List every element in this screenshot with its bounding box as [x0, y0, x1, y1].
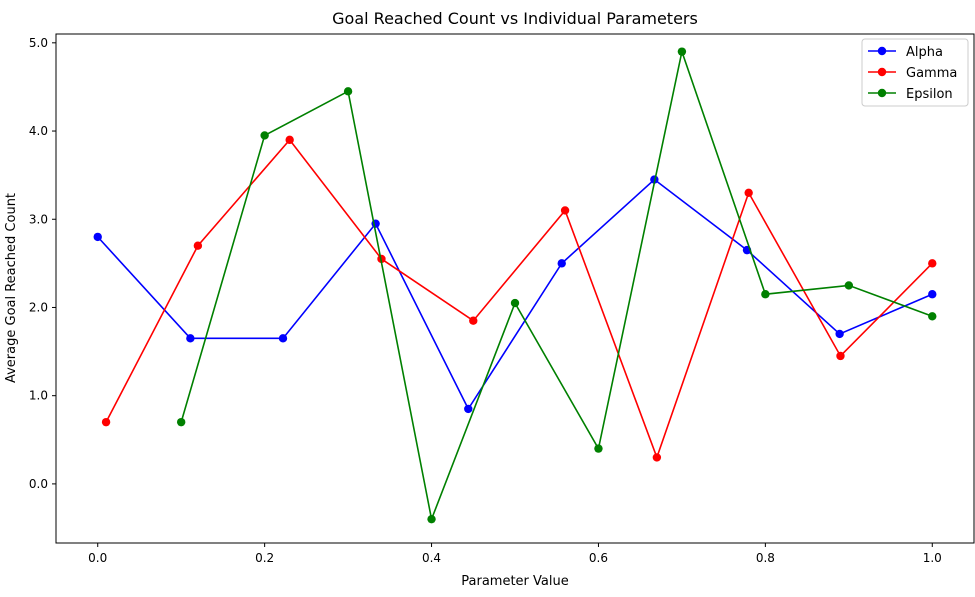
legend-label: Alpha: [906, 45, 943, 60]
data-point-alpha: [278, 334, 288, 343]
legend-label: Gamma: [906, 66, 957, 81]
legend-marker: [877, 46, 887, 56]
data-point-epsilon: [176, 417, 186, 427]
data-point-gamma: [928, 259, 937, 268]
x-tick-label: 1.0: [923, 551, 942, 565]
data-point-gamma: [101, 417, 111, 427]
series-alpha: [93, 175, 937, 414]
chart-title: Goal Reached Count vs Individual Paramet…: [332, 9, 698, 28]
data-point-alpha: [464, 404, 473, 414]
y-tick-label: 4.0: [29, 124, 48, 138]
data-point-gamma: [744, 188, 753, 197]
data-point-alpha: [93, 232, 102, 242]
data-point-epsilon: [928, 312, 937, 321]
plot-frame: [55, 33, 975, 544]
data-point-epsilon: [677, 47, 687, 56]
data-point-epsilon: [844, 281, 854, 290]
x-tick-label: 0.8: [756, 551, 775, 565]
data-point-gamma: [469, 316, 478, 325]
series-line-alpha: [97, 178, 933, 411]
legend-item-epsilon: Epsilon: [868, 87, 953, 102]
series-line-gamma: [105, 138, 933, 460]
data-point-alpha: [186, 334, 195, 343]
data-point-gamma: [285, 135, 294, 145]
data-point-gamma: [560, 206, 570, 215]
data-point-gamma: [836, 351, 845, 361]
series-line-epsilon: [180, 48, 933, 523]
data-point-epsilon: [260, 131, 269, 140]
plot-area: [55, 33, 975, 544]
data-point-alpha: [557, 259, 566, 268]
legend-marker: [877, 67, 887, 77]
y-tick-label: 0.0: [29, 477, 48, 491]
series-layer: [93, 47, 937, 524]
legend-item-gamma: Gamma: [868, 66, 957, 81]
data-point-alpha: [835, 329, 844, 339]
legend-label: Epsilon: [906, 87, 953, 102]
data-point-epsilon: [343, 87, 353, 96]
legend: Alpha Gamma Epsilon: [861, 38, 969, 107]
y-axis: 0.0 1.0 2.0 3.0 4.0 5.0: [29, 36, 56, 491]
legend-marker: [877, 88, 887, 98]
x-tick-label: 0.0: [88, 551, 107, 565]
y-tick-label: 3.0: [29, 212, 48, 226]
legend-item-alpha: Alpha: [868, 45, 943, 60]
data-point-epsilon: [510, 298, 520, 308]
x-tick-label: 0.4: [422, 551, 441, 565]
y-tick-label: 2.0: [29, 300, 48, 314]
x-tick-label: 0.2: [255, 551, 274, 565]
data-point-alpha: [928, 290, 937, 299]
y-axis-title: Average Goal Reached Count: [4, 193, 19, 383]
x-axis: 0.0 0.2 0.4 0.6 0.8 1.0: [88, 543, 942, 565]
x-tick-label: 0.6: [589, 551, 608, 565]
data-point-epsilon: [427, 514, 436, 524]
data-point-epsilon: [594, 444, 603, 453]
y-tick-label: 5.0: [29, 36, 48, 50]
y-tick-label: 1.0: [29, 389, 48, 403]
data-point-gamma: [652, 453, 662, 462]
series-epsilon: [176, 47, 937, 524]
data-point-epsilon: [761, 290, 770, 299]
x-axis-title: Parameter Value: [461, 574, 568, 589]
data-point-gamma: [193, 241, 203, 250]
legend-box: [861, 38, 969, 107]
series-gamma: [101, 135, 937, 462]
